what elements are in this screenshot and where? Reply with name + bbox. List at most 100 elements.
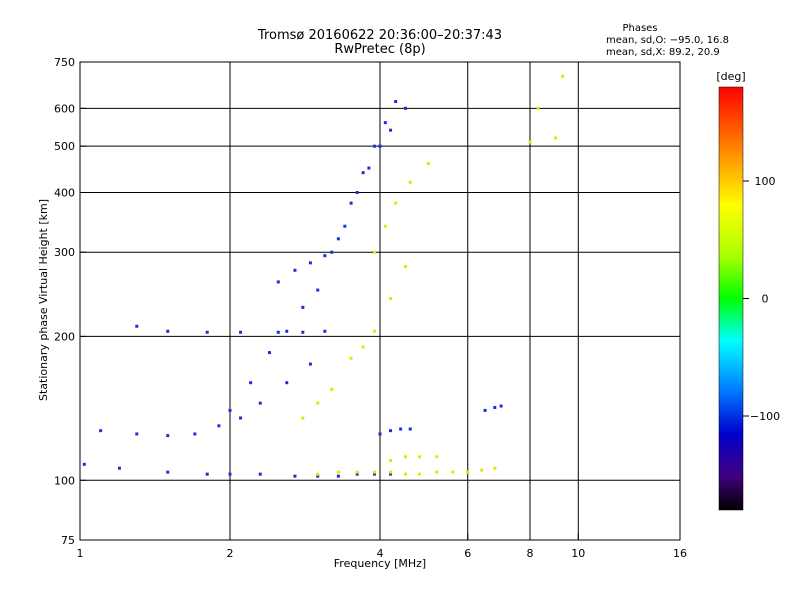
- data-point-x: [355, 470, 359, 474]
- y-tick-label: 750: [54, 56, 75, 69]
- data-point-o: [403, 106, 407, 110]
- y-tick-label: 75: [61, 534, 75, 547]
- data-point-o: [117, 466, 121, 470]
- data-point-x: [394, 201, 398, 205]
- data-points: [82, 74, 565, 478]
- data-point-o: [367, 166, 371, 170]
- data-point-o: [483, 408, 487, 412]
- data-point-x: [451, 470, 455, 474]
- x-tick-label: 10: [571, 547, 585, 560]
- data-point-x: [373, 250, 377, 254]
- data-point-o: [285, 381, 289, 385]
- data-point-o: [349, 201, 353, 205]
- chart-subtitle: RwPretec (8p): [334, 42, 426, 57]
- data-point-x: [349, 356, 353, 360]
- x-tick-label: 8: [527, 547, 534, 560]
- data-point-o: [239, 330, 243, 334]
- data-point-x: [561, 74, 565, 78]
- data-point-x: [330, 387, 334, 391]
- data-point-x: [417, 472, 421, 476]
- x-axis-label: Frequency [MHz]: [334, 557, 426, 570]
- data-point-o: [308, 261, 312, 265]
- data-point-o: [355, 472, 359, 476]
- data-point-o: [373, 472, 377, 476]
- data-point-o: [355, 190, 359, 194]
- data-point-o: [323, 254, 327, 258]
- data-point-x: [435, 455, 439, 459]
- data-point-o: [301, 305, 305, 309]
- phase-stats-title: Phases: [622, 23, 658, 34]
- data-point-o: [330, 250, 334, 254]
- y-tick-label: 600: [54, 102, 75, 115]
- data-point-x: [336, 470, 340, 474]
- data-point-o: [373, 144, 377, 148]
- data-point-x: [403, 455, 407, 459]
- data-point-x: [389, 458, 393, 462]
- data-point-o: [394, 100, 398, 104]
- data-point-x: [536, 106, 540, 110]
- colorbar-tick-label: −100: [750, 410, 780, 423]
- data-point-x: [389, 470, 393, 474]
- data-point-o: [135, 432, 139, 436]
- data-point-o: [499, 404, 503, 408]
- data-point-x: [466, 470, 470, 474]
- data-point-o: [285, 329, 289, 333]
- data-point-o: [301, 330, 305, 334]
- data-point-x: [316, 472, 320, 476]
- data-point-o: [99, 429, 103, 433]
- data-point-o: [408, 427, 412, 431]
- data-point-o: [205, 330, 209, 334]
- data-point-o: [166, 329, 170, 333]
- data-point-o: [399, 427, 403, 431]
- chart-title: Tromsø 20160622 20:36:00–20:37:43: [257, 28, 503, 43]
- x-tick-label: 2: [227, 547, 234, 560]
- y-tick-label: 100: [54, 474, 75, 487]
- data-point-o: [383, 121, 387, 125]
- x-tick-label: 4: [377, 547, 384, 560]
- data-point-o: [258, 401, 262, 405]
- data-point-x: [435, 470, 439, 474]
- data-point-o: [293, 474, 297, 478]
- data-point-o: [389, 128, 393, 132]
- x-tick-label: 16: [673, 547, 687, 560]
- colorbar-unit-label: [deg]: [716, 70, 745, 83]
- data-point-o: [336, 237, 340, 241]
- data-point-o: [316, 474, 320, 478]
- data-point-o: [378, 432, 382, 436]
- data-point-o: [228, 408, 232, 412]
- data-point-x: [403, 472, 407, 476]
- data-point-o: [217, 424, 221, 428]
- data-point-x: [301, 416, 305, 420]
- data-point-o: [389, 429, 393, 433]
- data-point-o: [316, 288, 320, 292]
- colorbar-tick-label: 100: [755, 175, 776, 188]
- data-point-o: [378, 144, 382, 148]
- data-point-x: [383, 224, 387, 228]
- x-tick-label: 6: [464, 547, 471, 560]
- data-point-o: [239, 416, 243, 420]
- colorbar-tick-label: 0: [762, 293, 769, 306]
- data-point-o: [249, 381, 253, 385]
- y-axis-label: Stationary phase Virtual Height [km]: [37, 199, 50, 401]
- data-point-o: [361, 171, 365, 175]
- data-point-o: [276, 280, 280, 284]
- data-point-x: [316, 401, 320, 405]
- data-point-x: [389, 297, 393, 301]
- y-tick-label: 200: [54, 330, 75, 343]
- data-point-o: [293, 268, 297, 272]
- y-tick-label: 500: [54, 140, 75, 153]
- data-point-x: [373, 329, 377, 333]
- data-point-o: [493, 405, 497, 409]
- data-point-x: [528, 140, 532, 144]
- axis-ticks: 1 2 4 6 8 10 16 75 100 200 300 400 500 600 750: [54, 56, 687, 560]
- data-point-o: [258, 472, 262, 476]
- gridlines: [80, 62, 680, 540]
- phase-stats-x: mean, sd,X: 89.2, 20.9: [606, 47, 720, 58]
- data-point-x: [403, 265, 407, 269]
- phase-stats-o: mean, sd,O: −95.0, 16.8: [606, 35, 729, 46]
- data-point-x: [417, 455, 421, 459]
- data-point-o: [166, 434, 170, 438]
- data-point-o: [135, 324, 139, 328]
- data-point-x: [408, 180, 412, 184]
